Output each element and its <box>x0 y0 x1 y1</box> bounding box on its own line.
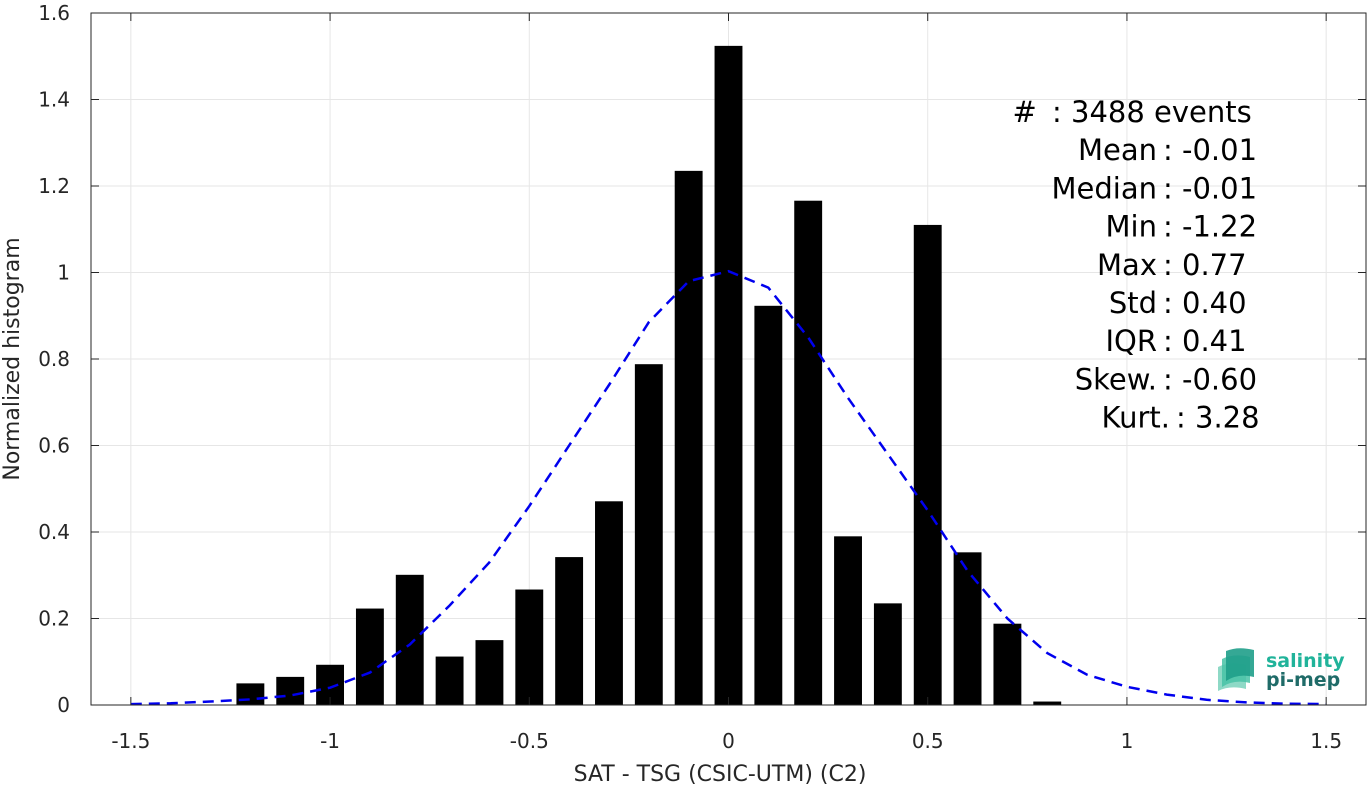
axis-ticks <box>91 12 1366 706</box>
salinity-pi-mep-logo: salinity pi-mep <box>1218 648 1345 691</box>
x-axis-title: SAT - TSG (CSIC-UTM) (C2) <box>574 762 867 785</box>
stat-separator: : <box>1163 286 1182 320</box>
histogram-bar-20 <box>1033 701 1062 705</box>
stat-separator: : <box>1052 95 1071 129</box>
stat-row-0: # : 3488 events <box>1012 95 1251 129</box>
bars <box>236 45 1062 706</box>
stat-label: Median <box>1052 171 1157 205</box>
stat-label: Mean <box>1078 133 1157 167</box>
stat-label: Min <box>1106 210 1157 244</box>
stat-value: -0.01 <box>1182 171 1257 205</box>
stat-row-2: Median: -0.01 <box>1052 171 1258 205</box>
stat-value: 3.28 <box>1195 401 1260 435</box>
stat-separator: : <box>1163 248 1182 282</box>
histogram-bar-14 <box>794 200 823 705</box>
x-tick-label-6: 1.5 <box>1310 729 1342 753</box>
y-tick-label-7: 1.4 <box>38 88 70 112</box>
histogram-bar-6 <box>475 640 504 705</box>
y-tick-label-5: 1 <box>57 261 70 285</box>
stat-value: 3488 events <box>1071 95 1252 129</box>
x-tick-labels: -1.5 -1 -0.5 0 0.5 1 1.5 <box>111 729 1342 753</box>
histogram-bar-15 <box>834 536 862 705</box>
y-axis-title: Normalized histogram <box>0 237 25 480</box>
x-tick-label-4: 0.5 <box>912 729 944 753</box>
stat-row-7: Skew.: -0.60 <box>1075 362 1257 396</box>
logo-line-1: salinity <box>1266 650 1345 672</box>
fit-curve <box>130 269 1327 706</box>
y-tick-label-3: 0.6 <box>38 434 70 458</box>
stat-value: 0.41 <box>1182 324 1247 358</box>
stat-label: IQR <box>1105 324 1157 358</box>
histogram-bar-8 <box>555 557 584 705</box>
histogram-bar-4 <box>395 574 424 705</box>
histogram-bar-13 <box>754 305 783 705</box>
y-tick-label-8: 1.6 <box>38 1 70 25</box>
y-tick-label-2: 0.4 <box>38 520 70 544</box>
stat-row-8: Kurt.: 3.28 <box>1102 401 1260 435</box>
y-tick-label-4: 0.8 <box>38 347 70 371</box>
histogram-bar-10 <box>634 364 663 705</box>
stat-value: -1.22 <box>1182 210 1257 244</box>
y-tick-labels: 0 0.2 0.4 0.6 0.8 1 1.2 1.4 1.6 <box>38 1 70 717</box>
logo-line-2: pi-mep <box>1266 669 1340 691</box>
x-tick-label-3: 0 <box>722 729 735 753</box>
stat-label: Std <box>1109 286 1157 320</box>
stat-label: # <box>1012 95 1046 129</box>
x-tick-label-0: -1.5 <box>111 729 150 753</box>
y-tick-label-1: 0.2 <box>38 607 70 631</box>
histogram-bar-3 <box>355 608 384 705</box>
stat-row-5: Std: 0.40 <box>1109 286 1247 320</box>
stat-row-4: Max: 0.77 <box>1097 248 1247 282</box>
histogram-bar-11 <box>674 170 703 706</box>
stat-value: -0.60 <box>1182 362 1257 396</box>
stat-separator: : <box>1163 362 1182 396</box>
stat-separator: : <box>1176 401 1195 435</box>
histogram-bar-12 <box>714 45 743 706</box>
stat-label: Kurt. <box>1102 401 1170 435</box>
stat-separator: : <box>1163 324 1182 358</box>
histogram-bar-18 <box>953 552 982 705</box>
histogram-bar-1 <box>276 676 305 705</box>
stat-label: Skew. <box>1075 362 1157 396</box>
histogram-bar-5 <box>435 656 464 705</box>
stat-label: Max <box>1097 248 1157 282</box>
x-tick-label-5: 1 <box>1121 729 1134 753</box>
histogram-bar-7 <box>515 589 544 705</box>
stat-separator: : <box>1163 133 1182 167</box>
stat-row-6: IQR: 0.41 <box>1105 324 1246 358</box>
histogram-bar-0 <box>236 683 265 705</box>
histogram-bar-19 <box>993 623 1022 705</box>
stat-row-3: Min: -1.22 <box>1106 210 1258 244</box>
stat-value: 0.77 <box>1182 248 1247 282</box>
histogram-bar-17 <box>913 224 942 706</box>
y-tick-label-6: 1.2 <box>38 174 70 198</box>
y-tick-label-0: 0 <box>57 693 70 717</box>
x-tick-label-2: -0.5 <box>510 729 549 753</box>
stat-value: 0.40 <box>1182 286 1247 320</box>
stat-row-1: Mean: -0.01 <box>1078 133 1257 167</box>
stat-separator: : <box>1163 171 1182 205</box>
logo-mark-icon <box>1218 648 1254 691</box>
stat-value: -0.01 <box>1182 133 1257 167</box>
histogram-bar-9 <box>595 501 623 705</box>
histogram-bar-16 <box>873 603 902 705</box>
x-tick-label-1: -1 <box>320 729 340 753</box>
stat-separator: : <box>1163 210 1182 244</box>
